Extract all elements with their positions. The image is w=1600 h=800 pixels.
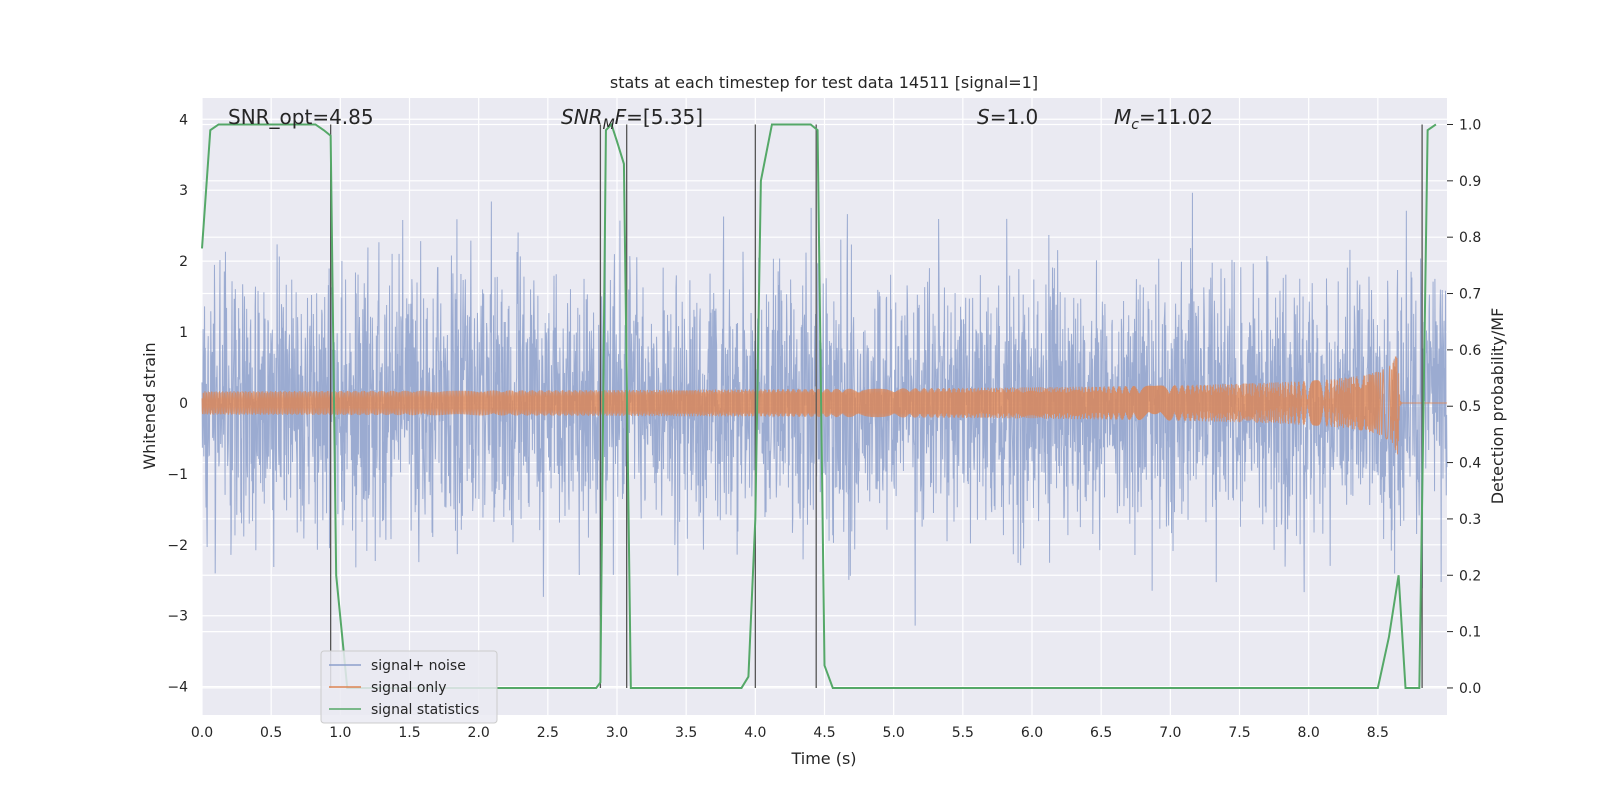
- y2-tick-label: 0.9: [1459, 174, 1481, 190]
- annotation-s-var: S: [977, 105, 990, 129]
- y2-tick-label: 0.7: [1459, 287, 1481, 303]
- y-tick-label: 2: [179, 254, 188, 270]
- annotation-mc: Mc=11.02: [1114, 105, 1213, 133]
- signal-only-series: [201, 356, 1447, 455]
- x-tick-label: 4.0: [744, 725, 766, 741]
- legend-label-noise: signal+ noise: [371, 658, 466, 674]
- y2-tick-label: 0.4: [1459, 456, 1481, 472]
- y-tick-label: −4: [167, 680, 188, 696]
- y2-tick-label: 0.0: [1459, 681, 1481, 697]
- x-tick-label: 2.5: [537, 725, 559, 741]
- annotation-mc-sub: c: [1131, 117, 1139, 133]
- x-tick-label: 6.0: [1021, 725, 1043, 741]
- annotation-snr-mf-sub: M: [603, 117, 615, 133]
- annotation-snr-mf-value: =[5.35]: [626, 105, 703, 129]
- x-tick-label: 5.5: [952, 725, 974, 741]
- y-tick-label: −1: [167, 467, 188, 483]
- y2-tick-label: 0.3: [1459, 512, 1481, 528]
- legend-box: [320, 650, 498, 724]
- annotation-s-value: =1.0: [990, 105, 1039, 129]
- legend-label-signal: signal only: [371, 680, 446, 696]
- legend-label-stats: signal statistics: [371, 702, 479, 718]
- ticks: 0.0 0.5 1.0 1.5 2.0 2.5 3.0 3.5 4.0 4.5 5.0 5.5 6.0 6…: [167, 112, 1481, 741]
- x-tick-label: 8.5: [1367, 725, 1389, 741]
- x-axis-label: Time (s): [790, 749, 856, 768]
- annotation-snr-mf: SNRMF=[5.35]: [561, 105, 703, 133]
- signal-line: [201, 356, 1447, 455]
- y-tick-label: 3: [179, 183, 188, 199]
- y2-tick-label: 1.0: [1459, 117, 1481, 133]
- annotation-snr-opt: SNR_opt=4.85: [228, 105, 374, 129]
- y2-tick-label: 0.5: [1459, 399, 1481, 415]
- y2-tick-label: 0.1: [1459, 625, 1481, 641]
- x-tick-label: 4.5: [813, 725, 835, 741]
- y2-axis-label: Detection probability/MF: [1488, 308, 1507, 505]
- annotation-s: S=1.0: [977, 105, 1038, 129]
- y-tick-label: −2: [167, 538, 188, 554]
- y-tick-label: 1: [179, 325, 188, 341]
- annotation-mc-value: =11.02: [1139, 105, 1213, 129]
- annotation-snr-mf-var: SNR: [561, 105, 603, 129]
- x-tick-label: 2.0: [468, 725, 490, 741]
- stats-line: [201, 122, 1437, 689]
- x-tick-label: 7.5: [1228, 725, 1250, 741]
- x-tick-label: 7.0: [1159, 725, 1181, 741]
- legend: signal+ noise signal only signal statist…: [320, 650, 498, 724]
- x-tick-label: 3.0: [606, 725, 628, 741]
- x-tick-label: 8.0: [1298, 725, 1320, 741]
- x-tick-label: 1.0: [329, 725, 351, 741]
- y-tick-label: 0: [179, 396, 188, 412]
- x-tick-label: 3.5: [675, 725, 697, 741]
- x-tick-label: 0.0: [191, 725, 213, 741]
- chart-title: stats at each timestep for test data 145…: [610, 73, 1038, 92]
- x-tick-label: 5.0: [883, 725, 905, 741]
- annotation-snr-mf-f: F: [615, 105, 627, 129]
- x-tick-label: 1.5: [398, 725, 420, 741]
- y2-tick-label: 0.6: [1459, 343, 1481, 359]
- y2-tick-label: 0.8: [1459, 230, 1481, 246]
- y-tick-label: −3: [167, 609, 188, 625]
- annotation-mc-var: M: [1114, 105, 1131, 129]
- y-tick-label: 4: [179, 112, 188, 128]
- y-axis-label: Whitened strain: [140, 342, 159, 469]
- signal-statistics-series: [201, 122, 1437, 689]
- x-tick-label: 6.5: [1090, 725, 1112, 741]
- y2-tick-label: 0.2: [1459, 568, 1481, 584]
- x-tick-label: 0.5: [260, 725, 282, 741]
